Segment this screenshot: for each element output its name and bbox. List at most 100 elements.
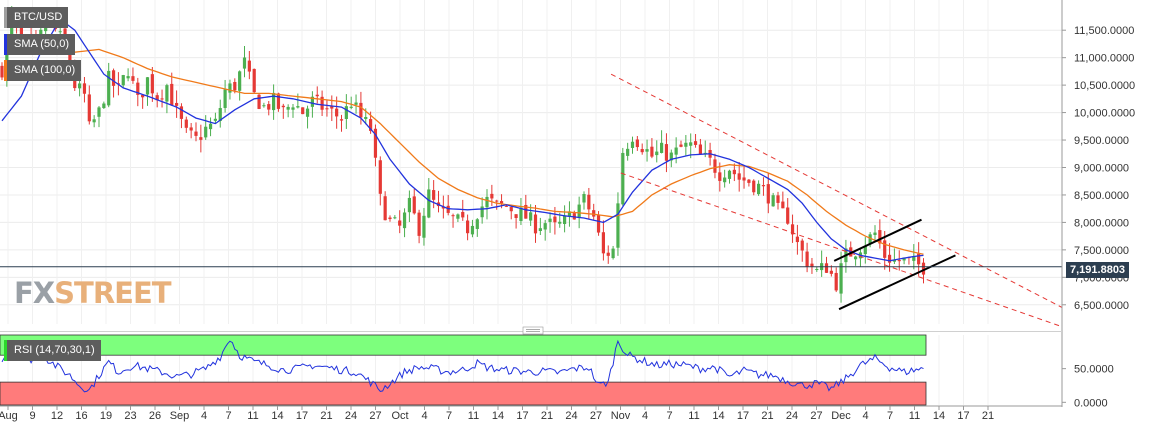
y-tick-label: 9,000.0000 bbox=[1074, 162, 1129, 174]
panel-resize-handle[interactable] bbox=[522, 326, 544, 335]
candle-body bbox=[417, 212, 421, 236]
candle-body bbox=[684, 142, 688, 147]
candle-body bbox=[504, 205, 508, 207]
candle-body bbox=[810, 263, 814, 267]
x-tick-label: 17 bbox=[737, 410, 749, 422]
candle-body bbox=[630, 141, 635, 148]
candle-body bbox=[87, 94, 91, 122]
candle-body bbox=[296, 106, 300, 108]
pattern-lower-line[interactable] bbox=[838, 254, 956, 311]
candle-body bbox=[315, 94, 319, 97]
candle-body bbox=[761, 185, 766, 187]
candle-body bbox=[325, 108, 329, 110]
pattern-upper-line[interactable] bbox=[833, 218, 922, 262]
candle-body bbox=[242, 57, 247, 69]
rsi-y-tick-label: 50.0000 bbox=[1074, 364, 1114, 376]
candle-body bbox=[621, 152, 625, 205]
candle-body bbox=[495, 200, 499, 202]
x-tick-label: 11 bbox=[909, 410, 920, 422]
candle-body bbox=[466, 220, 470, 234]
x-tick-label: 14 bbox=[933, 410, 945, 422]
legend-symbol-label: BTC/USD bbox=[14, 11, 63, 23]
candle-body bbox=[441, 206, 445, 209]
x-tick-label: Nov bbox=[611, 410, 631, 422]
x-tick-label: 17 bbox=[516, 410, 528, 422]
legend-rsi[interactable]: RSI (14,70,30,1) bbox=[4, 340, 101, 361]
candle-body bbox=[596, 214, 601, 233]
channel-lower-line[interactable] bbox=[620, 172, 1063, 328]
candle-body bbox=[480, 206, 484, 218]
legend-sma100[interactable]: SMA (100,0) bbox=[4, 60, 82, 81]
candle-body bbox=[742, 177, 746, 181]
x-tick-label: Sep bbox=[170, 410, 190, 422]
candle-body bbox=[800, 240, 804, 251]
candle-body bbox=[223, 89, 227, 108]
candle-body bbox=[383, 196, 387, 221]
candle-body bbox=[815, 269, 819, 271]
candle-body bbox=[320, 96, 324, 110]
candle-body bbox=[563, 216, 567, 225]
candle-body bbox=[252, 68, 256, 93]
candle-body bbox=[111, 70, 116, 86]
candle-body bbox=[640, 149, 644, 153]
candle-body bbox=[359, 102, 363, 118]
x-tick-label: 11 bbox=[688, 410, 699, 422]
x-tick-label: 21 bbox=[982, 410, 994, 422]
channel-upper-line[interactable] bbox=[610, 73, 1063, 308]
legend-sma50[interactable]: SMA (50,0) bbox=[4, 34, 76, 55]
x-tick-label: 11 bbox=[247, 410, 258, 422]
candle-body bbox=[771, 195, 775, 207]
candle-body bbox=[339, 119, 344, 121]
legend-symbol[interactable]: BTC/USD bbox=[4, 7, 69, 28]
candle-body bbox=[805, 251, 809, 267]
candle-body bbox=[727, 170, 732, 179]
legend-rsi-label: RSI (14,70,30,1) bbox=[14, 344, 95, 356]
legend-sma100-swatch bbox=[4, 60, 7, 81]
x-tick-label: 4 bbox=[201, 410, 207, 422]
candle-body bbox=[752, 180, 756, 193]
x-tick-label: 7 bbox=[446, 410, 452, 422]
candle-body bbox=[0, 65, 4, 78]
candle-body bbox=[883, 240, 887, 258]
candle-body bbox=[553, 216, 557, 223]
candle-body bbox=[310, 96, 314, 107]
candle-body bbox=[68, 45, 72, 68]
candle-body bbox=[475, 219, 479, 229]
candle-body bbox=[272, 92, 276, 111]
candle-body bbox=[373, 128, 378, 158]
candle-body bbox=[184, 119, 188, 128]
candle-body bbox=[519, 207, 523, 222]
candle-body bbox=[276, 93, 281, 109]
candle-body bbox=[5, 39, 9, 78]
candle-body bbox=[247, 60, 251, 72]
candle-body bbox=[863, 246, 867, 255]
candle-body bbox=[834, 272, 838, 291]
candle-body bbox=[218, 108, 222, 121]
candle-body bbox=[645, 149, 649, 152]
candle-body bbox=[233, 81, 237, 91]
candle-body bbox=[378, 160, 382, 194]
candle-body bbox=[213, 118, 217, 121]
candle-body bbox=[461, 211, 465, 218]
candle-body bbox=[150, 74, 154, 94]
candle-body bbox=[854, 256, 858, 260]
candle-body bbox=[592, 210, 596, 217]
candle-body bbox=[718, 172, 722, 181]
candle-body bbox=[790, 224, 795, 235]
x-tick-label: 14 bbox=[712, 410, 724, 422]
candle-body bbox=[102, 103, 106, 109]
candle-body bbox=[330, 106, 334, 109]
candle-body bbox=[567, 211, 572, 217]
candle-body bbox=[208, 123, 213, 130]
candle-body bbox=[82, 83, 87, 94]
x-tick-label: 21 bbox=[761, 410, 773, 422]
candle-body bbox=[470, 225, 475, 235]
candle-body bbox=[786, 207, 790, 224]
x-tick-label: 12 bbox=[51, 410, 63, 422]
legend-sma50-swatch bbox=[4, 34, 7, 55]
candle-body bbox=[839, 263, 843, 294]
candle-body bbox=[97, 107, 101, 117]
candle-body bbox=[107, 70, 111, 106]
candle-body bbox=[402, 212, 407, 229]
